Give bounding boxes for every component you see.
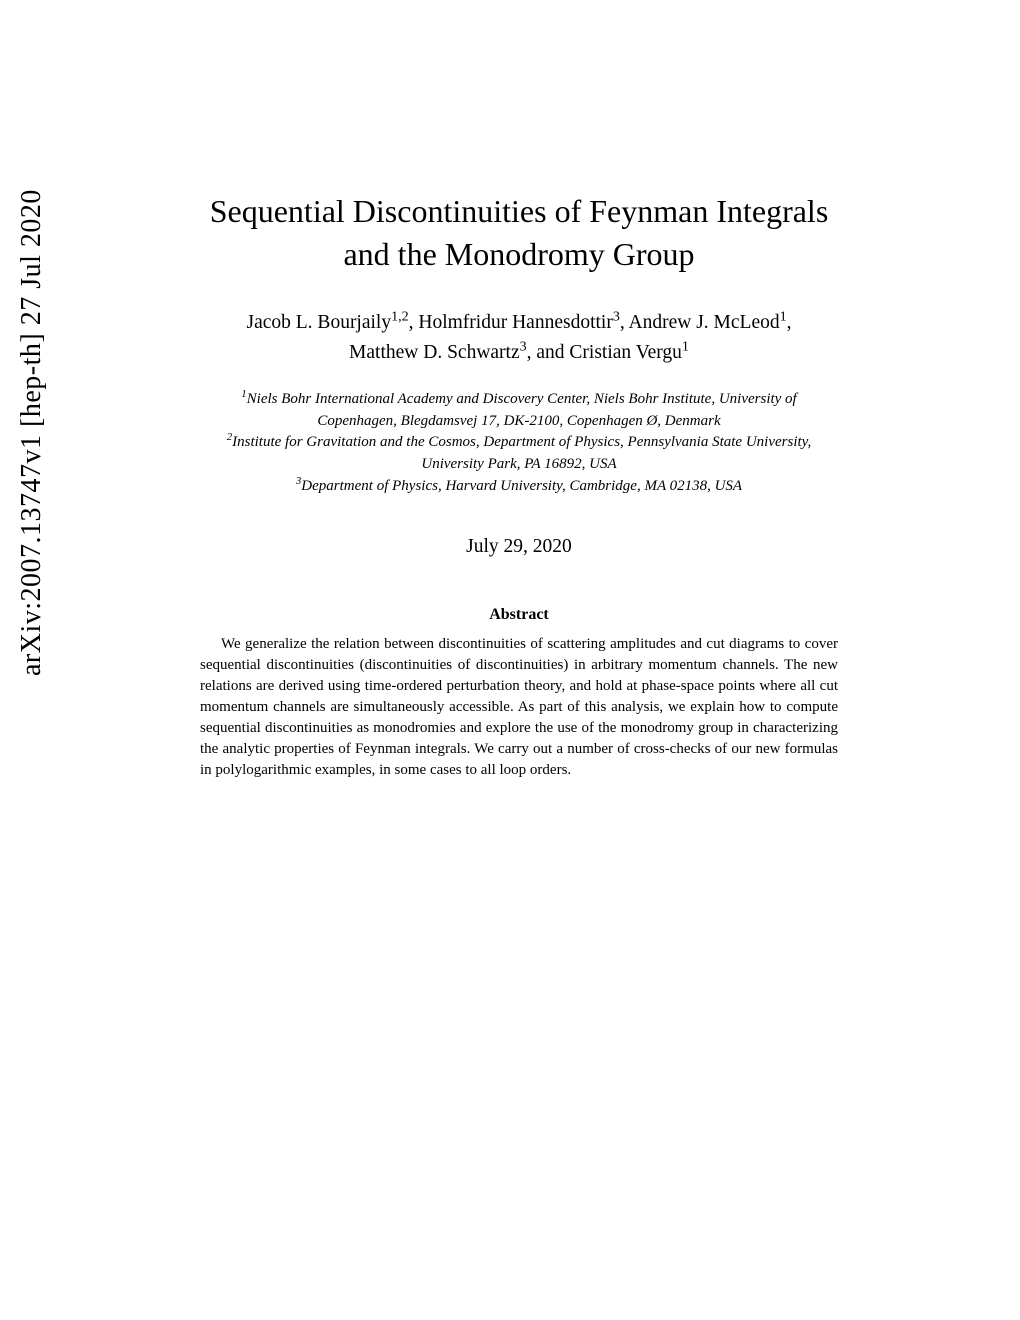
arxiv-identifier: arXiv:2007.13747v1 [hep-th] 27 Jul 2020 <box>16 189 48 676</box>
aff-1-line-2: Copenhagen, Blegdamsvej 17, DK-2100, Cop… <box>317 413 720 429</box>
paper-content: Sequential Discontinuities of Feynman In… <box>0 0 1020 841</box>
author-1: Jacob L. Bourjaily <box>247 312 392 333</box>
author-3-sup: 1 <box>780 309 787 325</box>
abstract-heading: Abstract <box>148 606 890 624</box>
aff-3-text: Department of Physics, Harvard Universit… <box>301 478 742 494</box>
author-5-sup: 1 <box>682 338 689 354</box>
author-1-sup: 1,2 <box>391 309 409 325</box>
author-5: Cristian Vergu <box>569 342 682 363</box>
aff-2-line-1: Institute for Gravitation and the Cosmos… <box>232 434 811 450</box>
affiliations-block: 1Niels Bohr International Academy and Di… <box>148 389 890 498</box>
paper-date: July 29, 2020 <box>148 536 890 558</box>
aff-1-line-1: Niels Bohr International Academy and Dis… <box>247 391 797 407</box>
authors-block: Jacob L. Bourjaily1,2, Holmfridur Hannes… <box>148 308 890 367</box>
author-3: Andrew J. McLeod <box>629 312 780 333</box>
abstract-body: We generalize the relation between disco… <box>148 634 890 781</box>
aff-2-line-2: University Park, PA 16892, USA <box>421 456 616 472</box>
title-line-1: Sequential Discontinuities of Feynman In… <box>210 193 829 229</box>
author-2: Holmfridur Hannesdottir <box>418 312 612 333</box>
author-2-sup: 3 <box>613 309 620 325</box>
author-4: Matthew D. Schwartz <box>349 342 520 363</box>
title-line-2: and the Monodromy Group <box>343 236 694 272</box>
author-4-sup: 3 <box>520 338 527 354</box>
paper-title: Sequential Discontinuities of Feynman In… <box>148 190 890 276</box>
